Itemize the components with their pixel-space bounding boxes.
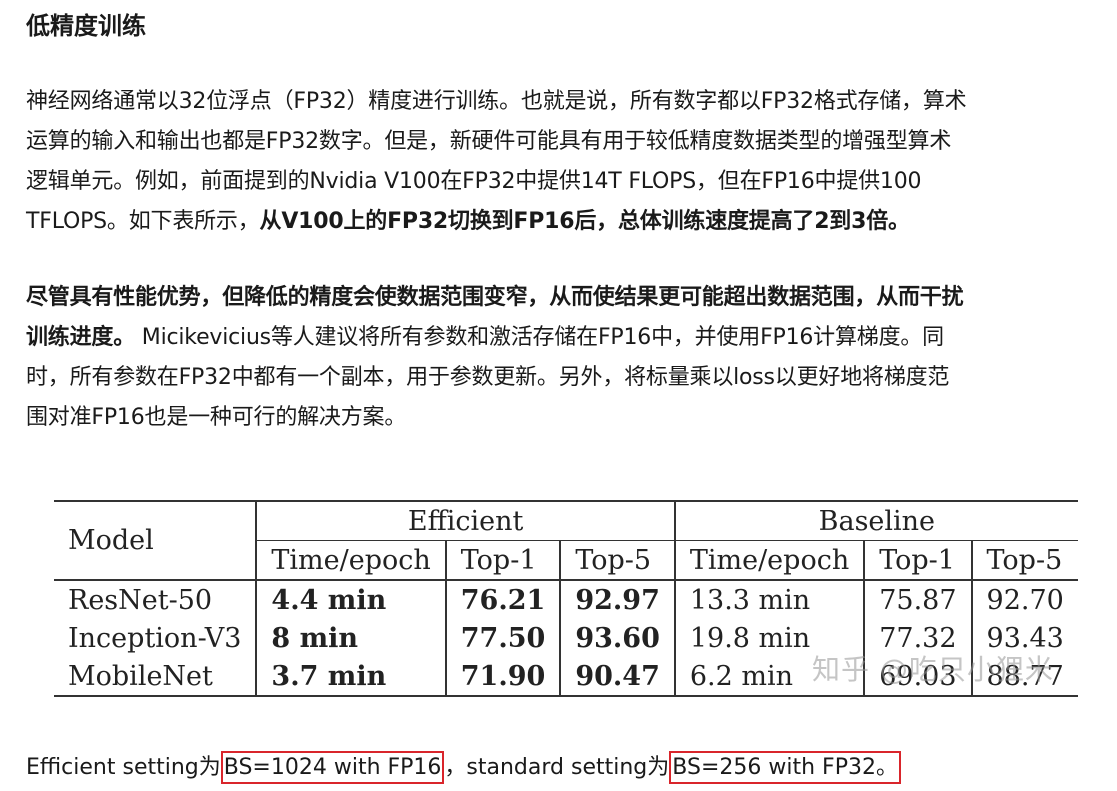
results-table: Model Efficient Baseline Time/epoch Top-… — [54, 500, 1078, 697]
table-cell-model: ResNet-50 — [54, 580, 258, 619]
footer-settings: Efficient setting为 BS=1024 with FP16 ，stan… — [26, 748, 901, 788]
highlight-box-efficient: BS=1024 with FP16 — [220, 751, 445, 784]
table-header-model: Model — [54, 501, 258, 580]
table-subheader: Top-5 — [986, 544, 1063, 576]
table-cell: 90.47 — [560, 657, 676, 696]
table-cell: 4.4 min — [256, 580, 447, 619]
table-cell: 8 min — [256, 619, 447, 657]
table-cell-model: MobileNet — [54, 657, 258, 696]
table-cell: 77.50 — [445, 619, 562, 657]
paragraph-emphasis: 训练进度。 — [26, 325, 136, 350]
paragraph-line: 运算的输入和输出也都是FP32数字。但是，新硬件可能具有用于较低精度数据类型的增… — [26, 129, 952, 154]
paragraph-line: 时，所有参数在FP32中都有一个副本，用于参数更新。另外，将标量乘以loss以更… — [26, 365, 950, 390]
table-row: ResNet-50 4.4 min 76.21 92.97 13.3 min 7… — [54, 580, 1078, 619]
table-cell: 69.03 — [864, 657, 973, 696]
table-cell: 93.43 — [986, 622, 1064, 654]
footer-text: ，standard setting为 — [444, 755, 670, 780]
table-cell: 75.87 — [864, 580, 973, 619]
paragraph-text: TFLOPS。如下表所示， — [26, 209, 260, 234]
table-cell: 71.90 — [445, 657, 562, 696]
table-subheader: Time/epoch — [674, 540, 866, 580]
paragraph-line: 逻辑单元。例如，前面提到的Nvidia V100在FP32中提供14T FLOP… — [26, 169, 922, 194]
paragraph-emphasis: 尽管具有性能优势，但降低的精度会使数据范围变窄，从而使结果更可能超出数据范围，从… — [26, 285, 964, 310]
table-header-baseline: Baseline — [674, 501, 1078, 541]
table-row: MobileNet 3.7 min 71.90 90.47 6.2 min 69… — [54, 657, 1078, 696]
table-cell: 13.3 min — [674, 580, 866, 619]
paragraph-line: 尽管具有性能优势，但降低的精度会使数据范围变窄，从而使结果更可能超出数据范围，从… — [26, 278, 1101, 318]
table-subheader: Top-1 — [864, 540, 973, 580]
footer-text: 。 — [875, 755, 898, 780]
paragraph-line: TFLOPS。如下表所示，从V100上的FP32切换到FP16后，总体训练速度提… — [26, 202, 1101, 242]
table-cell: 88.77 — [986, 660, 1064, 692]
table-cell: 92.70 — [986, 584, 1064, 616]
paragraph-text: Micikevicius等人建议将所有参数和激活存储在FP16中，并使用FP16… — [135, 325, 944, 350]
table-cell: 93.60 — [560, 619, 676, 657]
paragraph-precision: 尽管具有性能优势，但降低的精度会使数据范围变窄，从而使结果更可能超出数据范围，从… — [26, 278, 1101, 438]
table-header-efficient: Efficient — [256, 501, 676, 541]
table-subheader: Top-5 — [560, 540, 676, 580]
table-subheader: Time/epoch — [256, 540, 447, 580]
footer-text: BS=256 with FP32 — [672, 755, 876, 780]
table-row: Inception-V3 8 min 77.50 93.60 19.8 min … — [54, 619, 1078, 657]
table-cell-model: Inception-V3 — [54, 619, 258, 657]
table-subheader: Top-1 — [445, 540, 562, 580]
paragraph-emphasis: 从V100上的FP32切换到FP16后，总体训练速度提高了2到3倍。 — [259, 209, 911, 234]
table-cell: 3.7 min — [256, 657, 447, 696]
table-cell: 76.21 — [445, 580, 562, 619]
paragraph-line: 神经网络通常以32位浮点（FP32）精度进行训练。也就是说，所有数字都以FP32… — [26, 89, 967, 114]
paragraph-line: 训练进度。 Micikevicius等人建议将所有参数和激活存储在FP16中，并… — [26, 318, 1101, 358]
section-heading: 低精度训练 — [26, 12, 146, 40]
highlight-box-standard: BS=256 with FP32。 — [669, 751, 901, 784]
paragraph-line: 围对准FP16也是一种可行的解决方案。 — [26, 405, 407, 430]
paragraph-fp32: 神经网络通常以32位浮点（FP32）精度进行训练。也就是说，所有数字都以FP32… — [26, 82, 1101, 242]
table-cell: 6.2 min — [674, 657, 866, 696]
zhihu-watermark: 知乎 @吃只小狸米 — [812, 653, 1054, 686]
table-cell: 77.32 — [864, 619, 973, 657]
table-cell: 92.97 — [560, 580, 676, 619]
footer-text: Efficient setting为 — [26, 755, 221, 780]
table-cell: 19.8 min — [674, 619, 866, 657]
